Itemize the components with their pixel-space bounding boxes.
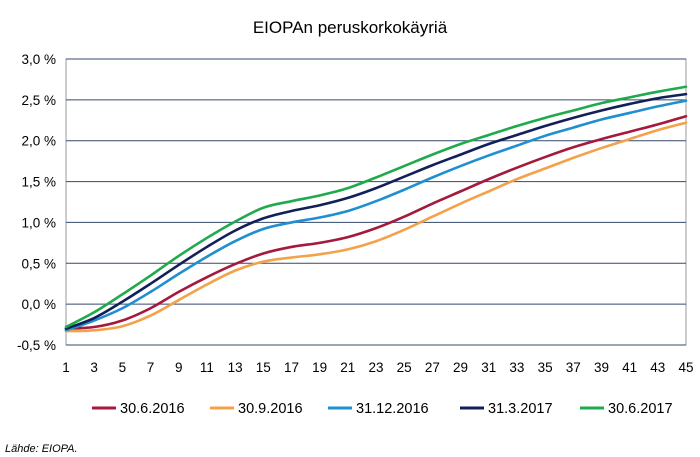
- y-tick-label: 3,0 %: [21, 52, 56, 67]
- x-tick-label: 17: [284, 360, 299, 375]
- x-tick-label: 43: [650, 360, 665, 375]
- x-tick-label: 5: [119, 360, 127, 375]
- legend-label-4: 31.3.2017: [488, 401, 553, 417]
- legend-label-2: 30.9.2016: [238, 401, 303, 417]
- x-tick-label: 29: [453, 360, 468, 375]
- series-line-4: [64, 92, 688, 330]
- x-tick-label: 25: [397, 360, 412, 375]
- legend-label-5: 30.6.2017: [608, 401, 673, 417]
- y-tick-label: 2,5 %: [21, 93, 56, 108]
- series-line-3: [64, 99, 688, 332]
- x-tick-label: 39: [594, 360, 609, 375]
- x-tick-label: 23: [368, 360, 383, 375]
- legend-label-3: 31.12.2016: [356, 401, 429, 417]
- chart-title: EIOPAn peruskorkokäyriä: [253, 18, 448, 37]
- y-tick-label: 1,0 %: [21, 215, 56, 230]
- x-tick-label: 3: [90, 360, 98, 375]
- y-tick-label: 2,0 %: [21, 134, 56, 149]
- x-tick-label: 37: [566, 360, 581, 375]
- y-tick-label: 0,5 %: [21, 256, 56, 271]
- x-tick-label: 9: [175, 360, 183, 375]
- legend-label-1: 30.6.2016: [120, 401, 185, 417]
- x-tick-label: 35: [538, 360, 553, 375]
- x-tick-label: 33: [509, 360, 524, 375]
- x-tick-label: 13: [228, 360, 243, 375]
- x-tick-label: 31: [481, 360, 496, 375]
- x-tick-label: 11: [200, 360, 214, 375]
- x-tick-label: 21: [340, 360, 355, 375]
- y-tick-label: 0,0 %: [21, 297, 56, 312]
- axes: -0,5 % 0,0 % 0,5 % 1,0 % 1,5 % 2,0 % 2,5 % 3,0 …: [17, 52, 694, 375]
- y-tick-label: 1,5 %: [21, 175, 56, 190]
- x-tick-label: 45: [678, 360, 693, 375]
- series-lines: [64, 85, 688, 333]
- series-line-5: [64, 85, 688, 329]
- x-tick-label: 27: [425, 360, 440, 375]
- series-line-2: [64, 121, 688, 333]
- x-tick-label: 7: [147, 360, 155, 375]
- x-tick-label: 1: [62, 360, 70, 375]
- series-line-1: [64, 114, 688, 330]
- source-note: Lähde: EIOPA.: [5, 443, 78, 455]
- x-tick-label: 19: [312, 360, 327, 375]
- x-tick-label: 15: [256, 360, 271, 375]
- y-tick-label: -0,5 %: [17, 338, 56, 353]
- x-tick-label: 41: [622, 360, 637, 375]
- legend: 30.6.2016 30.9.2016 31.12.2016 31.3.2017 30.…: [92, 401, 673, 417]
